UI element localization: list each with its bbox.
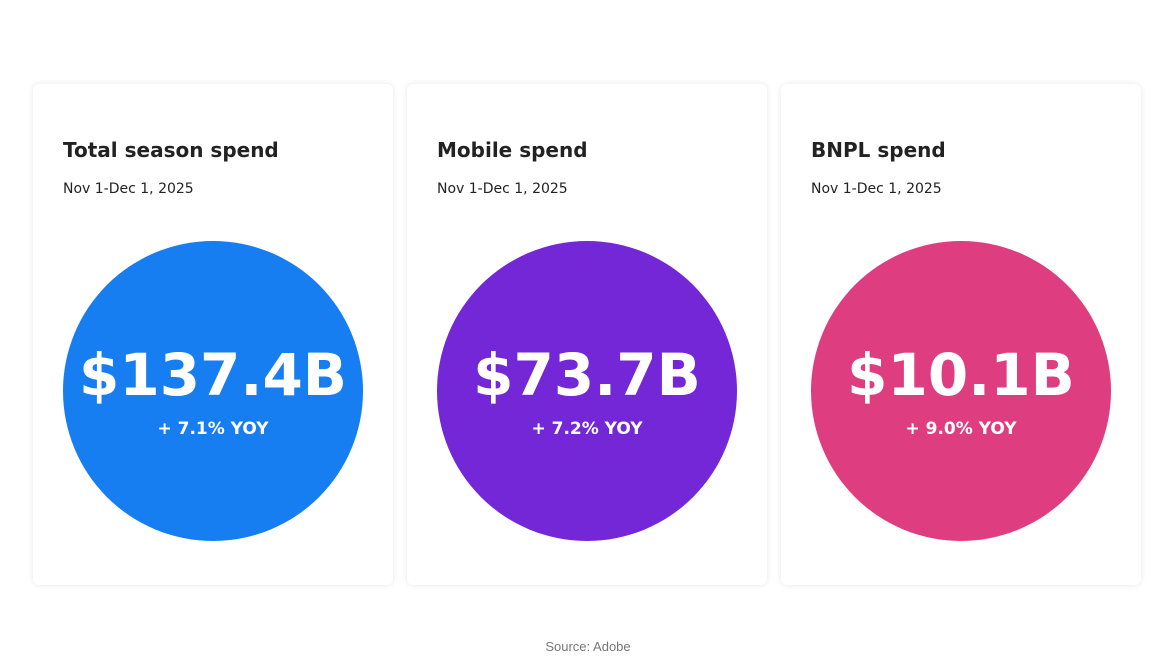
card: Mobile spend Nov 1-Dec 1, 2025 $73.7B + 7.2…: [407, 84, 767, 585]
card-title: Mobile spend: [437, 138, 588, 162]
card-value: $137.4B: [78, 341, 348, 409]
value-circle: $10.1B + 9.0% YOY: [811, 241, 1111, 541]
card-change: + 9.0% YOY: [905, 419, 1017, 439]
card-date: Nov 1-Dec 1, 2025: [811, 181, 942, 197]
card: BNPL spend Nov 1-Dec 1, 2025 $10.1B + 9.0% …: [781, 84, 1141, 585]
card-change: + 7.2% YOY: [531, 419, 643, 439]
card-change: + 7.1% YOY: [157, 419, 269, 439]
source: Source: Adobe: [545, 639, 631, 654]
card-title: Total season spend: [63, 138, 279, 162]
card-value: $73.7B: [473, 341, 701, 409]
card-value: $10.1B: [847, 341, 1075, 409]
card: Total season spend Nov 1-Dec 1, 2025 $137.…: [33, 84, 393, 585]
card-date: Nov 1-Dec 1, 2025: [437, 181, 568, 197]
value-circle: $73.7B + 7.2% YOY: [437, 241, 737, 541]
card-title: BNPL spend: [811, 138, 946, 162]
card-date: Nov 1-Dec 1, 2025: [63, 181, 194, 197]
value-circle: $137.4B + 7.1% YOY: [63, 241, 363, 541]
